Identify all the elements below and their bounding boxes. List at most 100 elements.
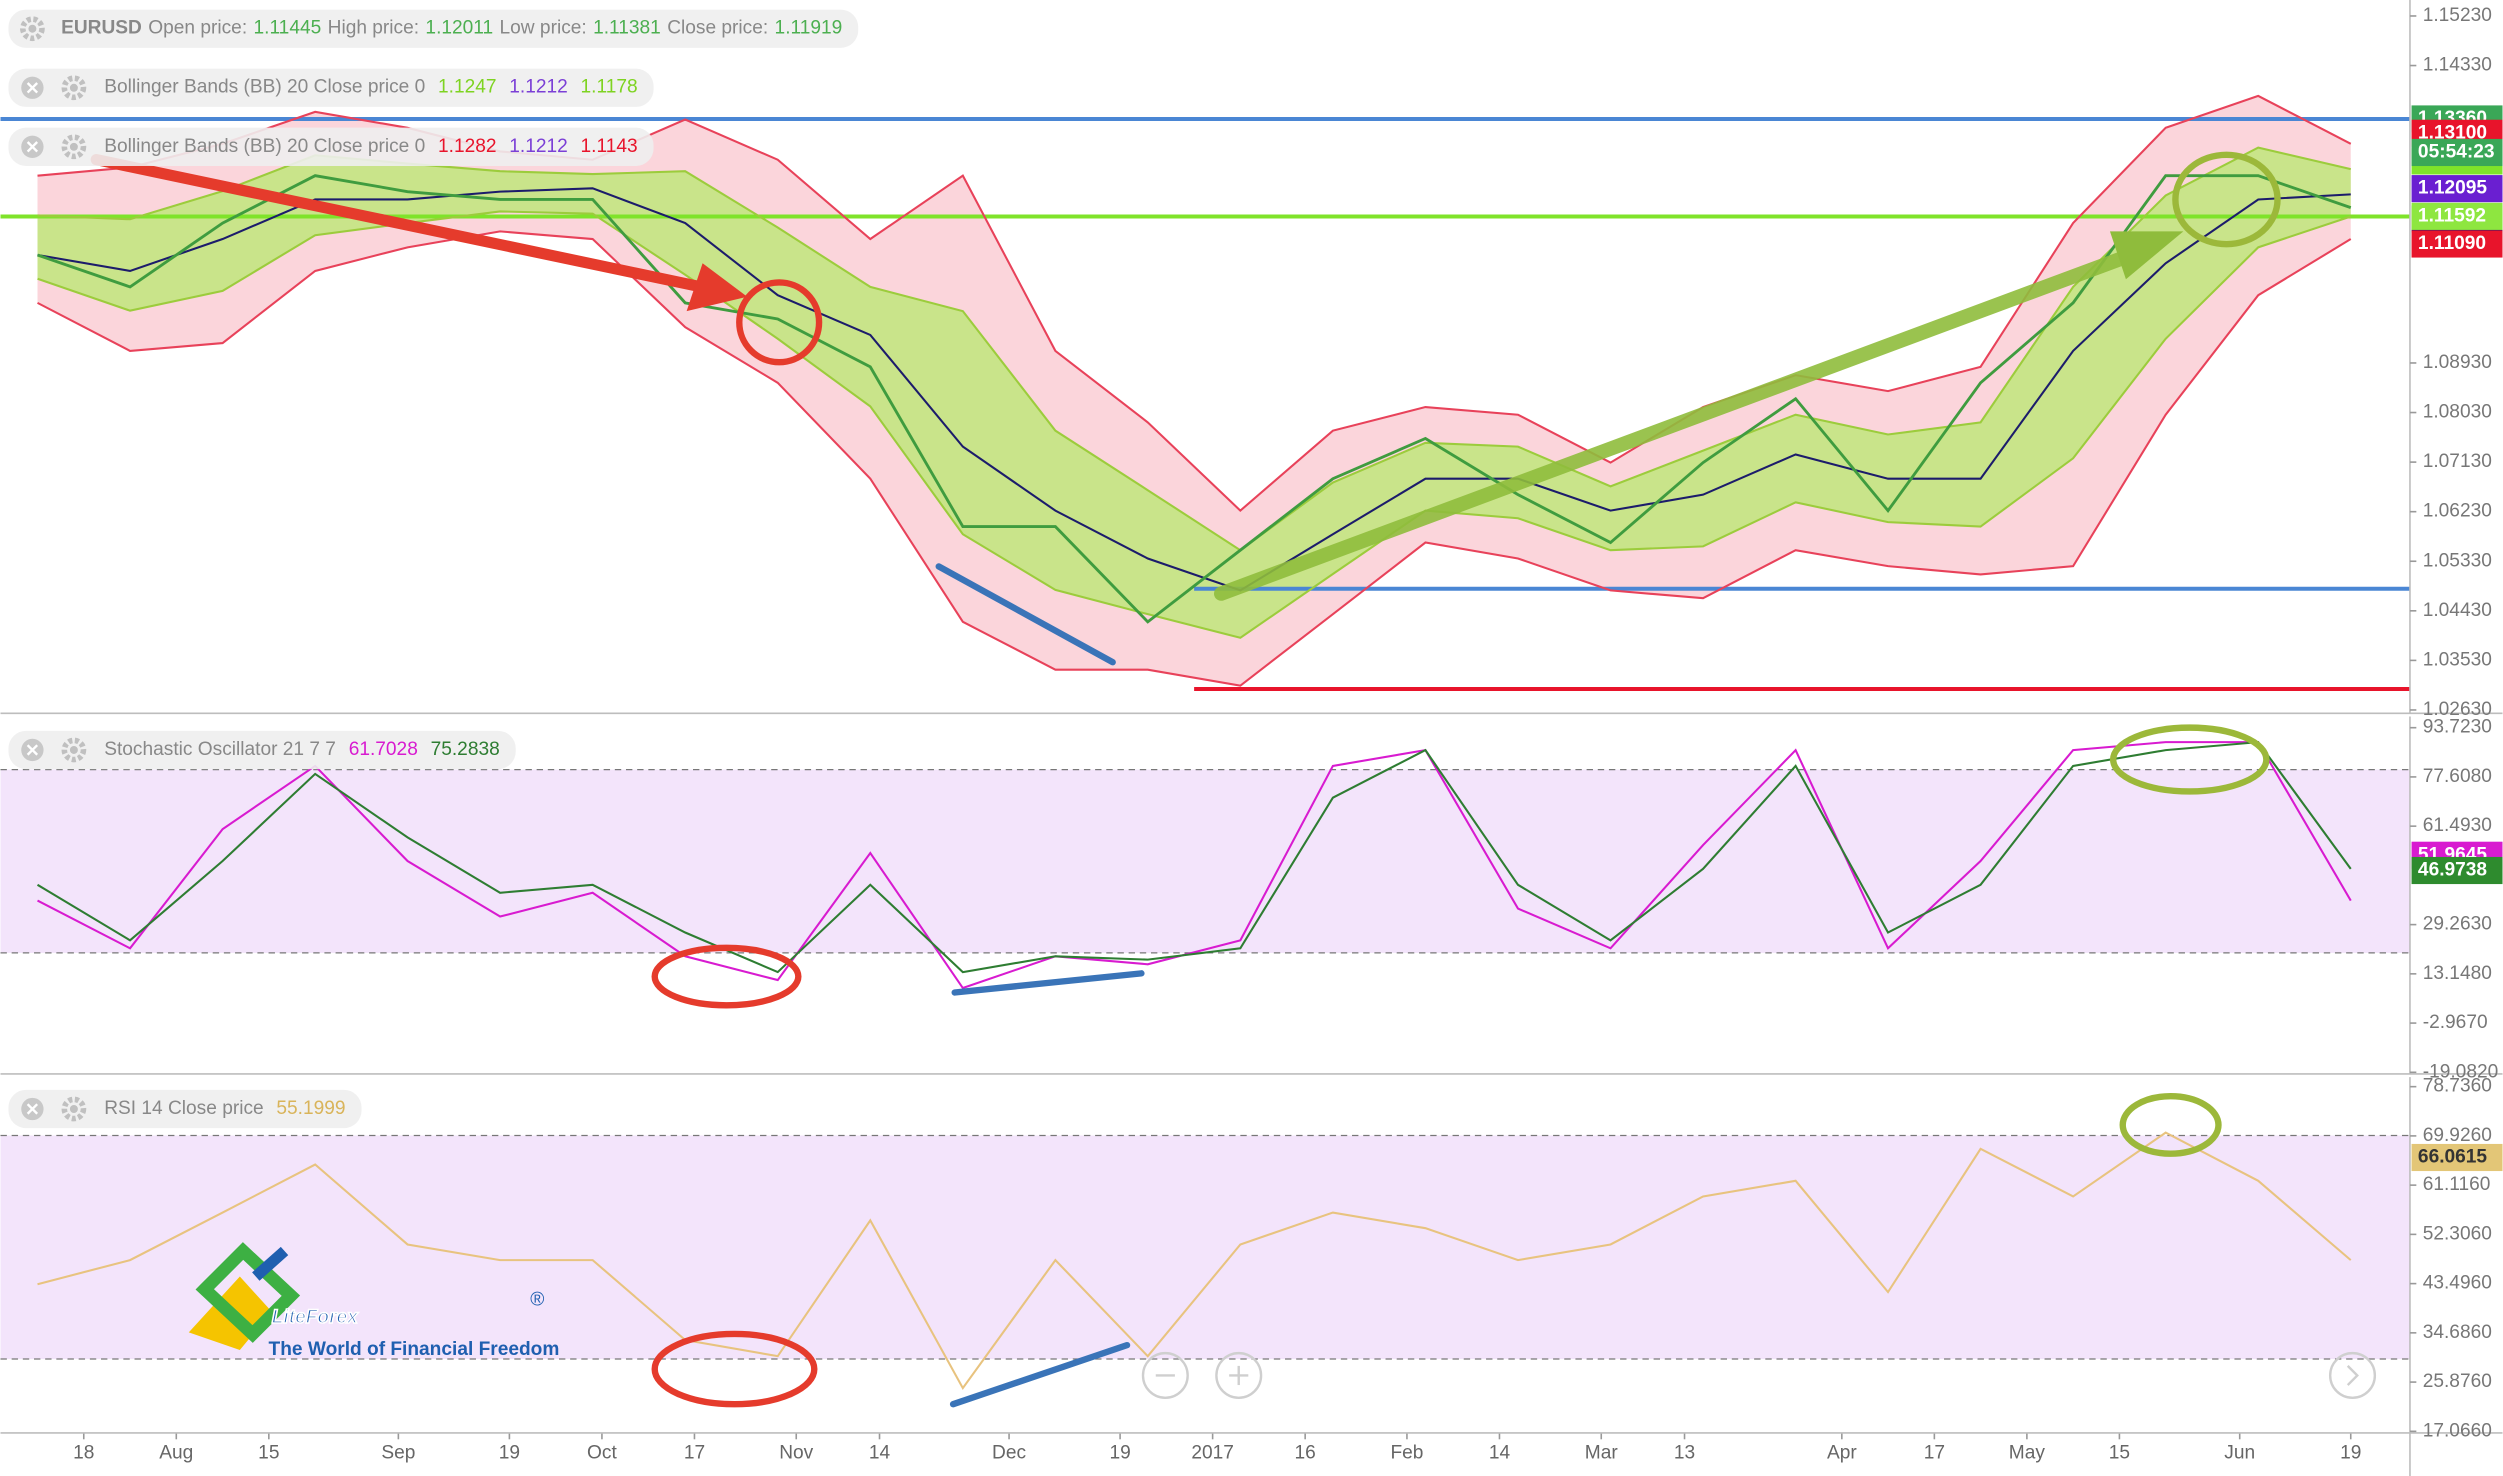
indicator-name: Bollinger Bands (BB) 20 Close price 0	[104, 136, 425, 157]
settings-icon-core	[69, 142, 78, 151]
red-arrow	[90, 153, 709, 293]
logo-shape	[195, 1242, 301, 1343]
settings-icon-core	[69, 745, 78, 754]
price-tag-label: 1.13100	[2418, 122, 2487, 143]
red-ellipse	[651, 944, 802, 1009]
x-tick-label: Feb	[1390, 1443, 1423, 1464]
x-tick-label: Sep	[381, 1443, 415, 1464]
y-tick-label: 17.0660	[2423, 1420, 2492, 1441]
series-line	[37, 741, 2352, 990]
legend-pill: Bollinger Bands (BB) 20 Close price 0 1.1…	[8, 68, 654, 107]
series-line	[37, 187, 2351, 592]
x-tick-label: 19	[1109, 1443, 1130, 1464]
green-arrow	[1214, 244, 2146, 601]
x-tick-label: 19	[499, 1443, 520, 1464]
indicator-reading: 1.1247	[438, 77, 497, 98]
pill-background	[8, 1089, 362, 1129]
settings-icon-core	[69, 83, 78, 92]
indicator-reading: 1.1143	[581, 136, 638, 157]
settings-icon[interactable]	[20, 16, 45, 42]
indicator-name: Bollinger Bands (BB) 20 Close price 0	[104, 77, 425, 98]
blue-trend	[951, 970, 1145, 996]
legend-text: EURUSD Open price: 1.11445 High price: 1.120…	[61, 18, 842, 39]
x-tick-label: 14	[869, 1443, 891, 1464]
y-tick-label: 1.03530	[2423, 649, 2492, 670]
x-tick-label: 17	[1924, 1443, 1945, 1464]
legend-pill: RSI 14 Close price 55.1999	[8, 1089, 362, 1129]
indicator-name: Stochastic Oscillator 21 7 7	[104, 739, 336, 760]
annotations	[90, 151, 2281, 1408]
indicator-reading: 1.1212	[509, 136, 568, 157]
series-line	[37, 174, 2352, 624]
y-tick-label: 61.1160	[2423, 1174, 2491, 1195]
x-tick-label: 14	[1489, 1443, 1511, 1464]
settings-icon[interactable]	[61, 737, 87, 763]
logo-tagline: The World of Financial Freedom	[269, 1339, 560, 1360]
settings-icon-core	[69, 1105, 78, 1113]
field-label: Low price:	[500, 18, 587, 39]
close-glyph	[26, 141, 39, 153]
legend-text: Bollinger Bands (BB) 20 Close price 0 1.1…	[104, 77, 637, 98]
x-tick-label: 2017	[1191, 1443, 1234, 1464]
settings-icon[interactable]	[61, 1096, 87, 1122]
pill-background	[8, 68, 654, 107]
y-tick-label: 1.06230	[2423, 501, 2492, 522]
y-tick-label: 13.1480	[2423, 963, 2492, 984]
x-tick-label: 19	[2340, 1443, 2361, 1464]
y-tick-label: 1.08930	[2423, 352, 2492, 373]
settings-icon[interactable]	[61, 134, 87, 160]
legend-pill: Bollinger Bands (BB) 20 Close price 0 1.1…	[8, 127, 654, 166]
x-tick-label: 15	[258, 1443, 279, 1464]
legend-text: RSI 14 Close price 55.1999	[104, 1098, 345, 1119]
band-fill	[37, 95, 2351, 686]
legend-text: Bollinger Bands (BB) 20 Close price 0 1.1…	[104, 136, 637, 157]
red-circle	[736, 279, 823, 366]
y-tick-label: 1.15230	[2423, 5, 2492, 26]
y-tick-label: 77.6080	[2423, 766, 2492, 787]
settings-icon[interactable]	[61, 75, 87, 101]
y-tick-label: 93.7230	[2423, 717, 2492, 738]
x-tick-label: 13	[1674, 1443, 1695, 1464]
level-zone	[0, 1135, 2410, 1360]
price-tag	[2411, 175, 2503, 203]
field-label: Close price:	[667, 18, 768, 39]
y-tick-label: 78.7360	[2423, 1076, 2492, 1097]
logo-shape	[252, 1246, 289, 1281]
series-line	[37, 210, 2352, 639]
red-ellipse	[651, 1330, 818, 1408]
legend-text: Stochastic Oscillator 21 7 7 61.7028 75.28…	[104, 739, 500, 760]
indicator-reading: 55.1999	[276, 1098, 345, 1119]
indicator-name: RSI 14 Close price	[104, 1098, 263, 1119]
zoom-out[interactable]	[1141, 1351, 1189, 1400]
countdown-tag	[2411, 138, 2503, 167]
price-tag-label: 66.0615	[2418, 1147, 2487, 1168]
panel	[0, 741, 2410, 990]
price-tag	[2411, 230, 2503, 258]
scroll-right[interactable]	[2328, 1351, 2377, 1400]
logo: LiteForex ® The World of Financial Freed…	[188, 1242, 560, 1360]
y-tick-label: 1.05330	[2423, 550, 2492, 571]
field-value: 1.11445	[254, 18, 322, 39]
x-tick-label: May	[2009, 1443, 2046, 1464]
field-value: 1.12011	[425, 18, 493, 39]
y-tick-label: 43.4960	[2423, 1273, 2492, 1294]
y-tick-label: -19.0820	[2423, 1061, 2499, 1082]
y-tick-label: 69.9260	[2423, 1125, 2492, 1146]
y-tick-label: -2.9670	[2423, 1012, 2488, 1033]
logo-name: LiteForex	[272, 1307, 359, 1328]
x-tick-label: 18	[73, 1443, 94, 1464]
settings-icon-core	[28, 24, 37, 33]
x-tick-label: 17	[684, 1443, 705, 1464]
red-arrow-head	[686, 263, 748, 312]
indicator-reading: 1.1212	[509, 77, 568, 98]
close-glyph	[26, 82, 39, 94]
y-tick-label: 1.02630	[2423, 699, 2492, 720]
series-line	[37, 1131, 2352, 1391]
indicator-reading: 1.1178	[581, 77, 638, 98]
y-tick-label: 61.4930	[2423, 815, 2492, 836]
y-tick-label: 1.14330	[2423, 55, 2492, 76]
zoom-in[interactable]	[1215, 1351, 1263, 1400]
